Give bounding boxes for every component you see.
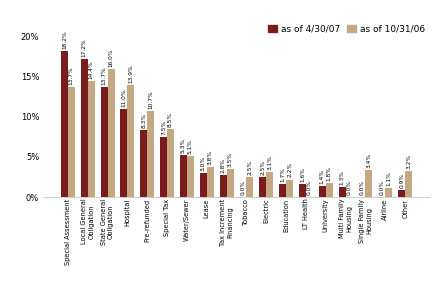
Bar <box>299 184 306 197</box>
Text: 2.5%: 2.5% <box>260 160 265 175</box>
Text: 3.5%: 3.5% <box>227 152 233 167</box>
Text: 10.7%: 10.7% <box>148 90 153 109</box>
Text: 1.4%: 1.4% <box>320 169 325 184</box>
Bar <box>326 183 333 197</box>
Text: 8.3%: 8.3% <box>141 113 146 128</box>
Bar <box>88 81 95 197</box>
Bar <box>180 155 187 197</box>
Legend: as of 4/30/07, as of 10/31/06: as of 4/30/07, as of 10/31/06 <box>268 25 425 34</box>
Text: 1.1%: 1.1% <box>386 171 391 186</box>
Text: 17.2%: 17.2% <box>82 38 87 57</box>
Bar <box>339 187 345 197</box>
Text: 0.9%: 0.9% <box>399 173 404 188</box>
Text: 1.6%: 1.6% <box>300 167 305 182</box>
Bar <box>207 167 214 197</box>
Text: 3.1%: 3.1% <box>267 155 272 170</box>
Text: 3.4%: 3.4% <box>366 153 372 168</box>
Text: 0.0%: 0.0% <box>240 180 246 195</box>
Text: 18.2%: 18.2% <box>62 30 67 49</box>
Bar <box>200 173 207 197</box>
Text: 2.8%: 2.8% <box>220 157 226 173</box>
Text: 13.7%: 13.7% <box>102 66 107 85</box>
Bar <box>260 177 266 197</box>
Text: 16.0%: 16.0% <box>108 48 114 66</box>
Text: 1.8%: 1.8% <box>327 166 332 181</box>
Bar <box>227 169 233 197</box>
Bar <box>405 171 412 197</box>
Text: 2.2%: 2.2% <box>287 162 292 177</box>
Text: 1.3%: 1.3% <box>340 170 345 185</box>
Bar <box>140 130 147 197</box>
Bar <box>266 172 273 197</box>
Bar <box>147 111 154 197</box>
Text: 13.9%: 13.9% <box>128 65 133 84</box>
Text: 14.4%: 14.4% <box>89 61 94 79</box>
Bar <box>247 177 253 197</box>
Text: 7.5%: 7.5% <box>161 120 166 135</box>
Text: 0.0%: 0.0% <box>379 180 385 195</box>
Text: 0.0%: 0.0% <box>359 180 365 195</box>
Text: 1.7%: 1.7% <box>280 166 285 182</box>
Text: 2.5%: 2.5% <box>247 160 253 175</box>
Text: 8.5%: 8.5% <box>168 112 173 127</box>
Text: 5.3%: 5.3% <box>181 137 186 153</box>
Text: 0.0%: 0.0% <box>307 180 312 195</box>
Text: 3.8%: 3.8% <box>208 150 213 165</box>
Bar <box>101 87 108 197</box>
Bar <box>121 109 128 197</box>
Bar <box>108 68 115 197</box>
Bar <box>160 137 167 197</box>
Bar <box>220 175 227 197</box>
Bar <box>167 129 174 197</box>
Bar <box>319 186 326 197</box>
Bar <box>398 190 405 197</box>
Bar <box>68 87 75 197</box>
Bar <box>365 170 372 197</box>
Bar <box>279 184 286 197</box>
Bar <box>385 188 392 197</box>
Text: 11.0%: 11.0% <box>122 88 126 107</box>
Bar <box>187 156 194 197</box>
Text: 3.2%: 3.2% <box>406 154 411 169</box>
Bar <box>128 86 135 197</box>
Bar <box>61 51 68 197</box>
Bar <box>286 180 293 197</box>
Bar <box>81 59 88 197</box>
Text: 0.0%: 0.0% <box>347 180 352 195</box>
Text: 5.1%: 5.1% <box>188 139 193 154</box>
Text: 13.7%: 13.7% <box>69 66 74 85</box>
Text: 3.0%: 3.0% <box>201 156 206 171</box>
